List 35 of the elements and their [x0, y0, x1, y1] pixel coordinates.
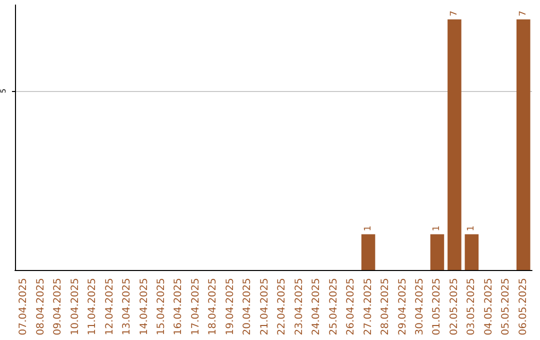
x-tick-label: 04.05.2025: [483, 278, 494, 336]
x-tick-label: 29.04.2025: [397, 278, 408, 336]
x-tick-label: 08.04.2025: [35, 278, 46, 336]
x-tick-label: 13.04.2025: [122, 278, 133, 336]
x-tick-label: 01.05.2025: [432, 278, 443, 336]
x-tick-label: 25.04.2025: [328, 278, 340, 336]
x-tick-label: 18.04.2025: [208, 278, 219, 336]
x-tick-label: 30.04.2025: [414, 278, 426, 336]
data-label: 7: [449, 10, 460, 16]
x-tick-label: 19.04.2025: [224, 278, 236, 336]
x-tick-label: 21.04.2025: [259, 278, 270, 336]
x-tick-label: 12.04.2025: [104, 278, 116, 336]
x-tick-label: 27.04.2025: [362, 278, 374, 336]
x-tick-label: 06.05.2025: [518, 278, 529, 336]
x-tick-label: 11.04.2025: [87, 278, 98, 336]
x-tick-label: 05.05.2025: [500, 278, 512, 336]
data-label: 1: [363, 225, 374, 232]
x-tick-label: 28.04.2025: [380, 278, 392, 336]
x-tick-label: 10.04.2025: [70, 278, 81, 336]
x-tick-label: 15.04.2025: [156, 278, 167, 336]
x-tick-label: 20.04.2025: [242, 278, 254, 336]
x-tick-label: 17.04.2025: [190, 278, 202, 336]
x-tick-label: 02.05.2025: [448, 278, 460, 336]
x-tick-label: 26.04.2025: [346, 278, 357, 336]
x-tick-label: 09.04.2025: [52, 278, 64, 336]
x-tick-label: 16.04.2025: [173, 278, 184, 336]
data-label: 1: [466, 225, 477, 232]
x-tick-label: 22.04.2025: [276, 278, 288, 336]
data-label: 1: [432, 225, 442, 232]
x-tick-label: 03.05.2025: [466, 278, 478, 336]
x-tick-label: 24.04.2025: [311, 278, 322, 336]
data-label: 7: [518, 10, 528, 16]
x-tick-label: 07.04.2025: [18, 278, 30, 336]
x-tick-label: 23.04.2025: [294, 278, 305, 336]
x-tick-label: 14.04.2025: [138, 278, 150, 336]
